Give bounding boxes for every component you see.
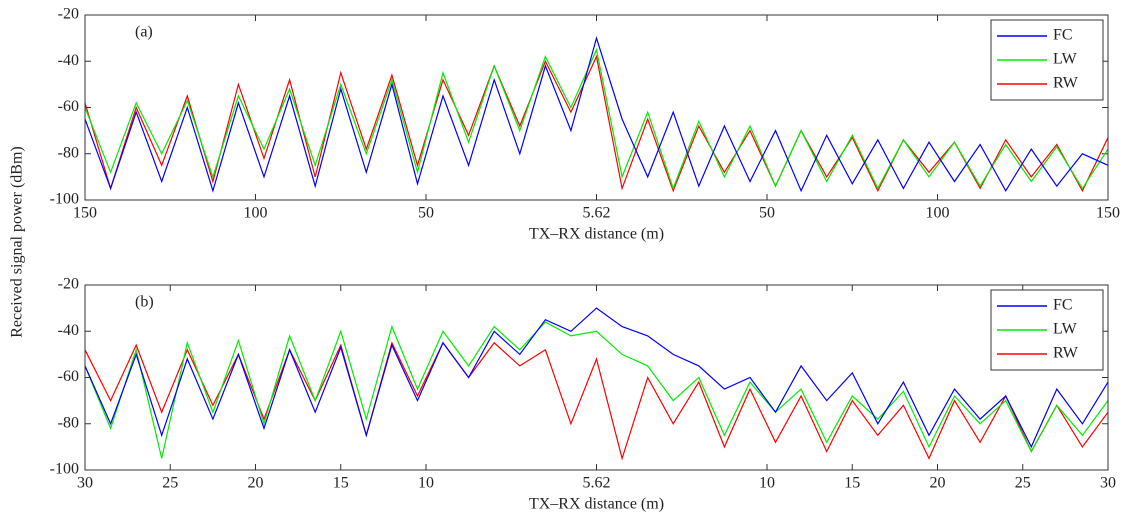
series-line	[84, 54, 1109, 193]
y-tick-label: -80	[58, 414, 79, 431]
x-tick-label: 15	[333, 475, 349, 492]
y-tick-label: -40	[58, 322, 79, 339]
x-tick-label: 150	[1096, 205, 1120, 222]
x-axis-label: TX–RX distance (m)	[529, 496, 664, 513]
series-line	[84, 35, 1109, 193]
legend-label: FC	[1053, 27, 1073, 44]
y-tick-label: -100	[50, 461, 79, 478]
y-tick-label: -100	[50, 191, 79, 208]
x-tick-label: 5.62	[583, 475, 611, 492]
x-tick-label: 20	[248, 475, 264, 492]
x-tick-label: 30	[77, 475, 93, 492]
y-tick-label: -60	[58, 368, 79, 385]
x-tick-label: 100	[926, 205, 950, 222]
y-tick-label: -20	[58, 6, 79, 23]
y-tick-label: -60	[58, 98, 79, 115]
x-tick-label: 30	[1100, 475, 1116, 492]
y-tick-label: -80	[58, 144, 79, 161]
x-tick-label: 150	[73, 205, 97, 222]
legend-label: LW	[1053, 51, 1078, 68]
y-tick-label: -20	[58, 276, 79, 293]
series-line	[84, 307, 1109, 449]
x-axis-label: TX–RX distance (m)	[529, 226, 664, 243]
x-tick-label: 10	[759, 475, 775, 492]
x-tick-label: 15	[844, 475, 860, 492]
panel-label: (b)	[135, 294, 154, 311]
panel-label: (a)	[135, 24, 153, 41]
x-tick-label: 50	[759, 205, 775, 222]
plot-frame	[84, 14, 1109, 201]
series-line	[84, 341, 1109, 461]
plot-frame	[84, 284, 1109, 471]
legend-label: RW	[1053, 345, 1079, 362]
legend-label: RW	[1053, 75, 1079, 92]
x-tick-label: 25	[162, 475, 178, 492]
x-tick-label: 20	[930, 475, 946, 492]
legend-label: FC	[1053, 297, 1073, 314]
series-line	[84, 321, 1109, 459]
legend-label: LW	[1053, 321, 1078, 338]
y-axis-label: Received signal power (dBm)	[9, 146, 26, 338]
y-tick-label: -40	[58, 52, 79, 69]
x-tick-label: 50	[418, 205, 434, 222]
series-line	[84, 47, 1109, 191]
x-tick-label: 10	[418, 475, 434, 492]
x-tick-label: 5.62	[583, 205, 611, 222]
x-tick-label: 25	[1015, 475, 1031, 492]
x-tick-label: 100	[244, 205, 268, 222]
